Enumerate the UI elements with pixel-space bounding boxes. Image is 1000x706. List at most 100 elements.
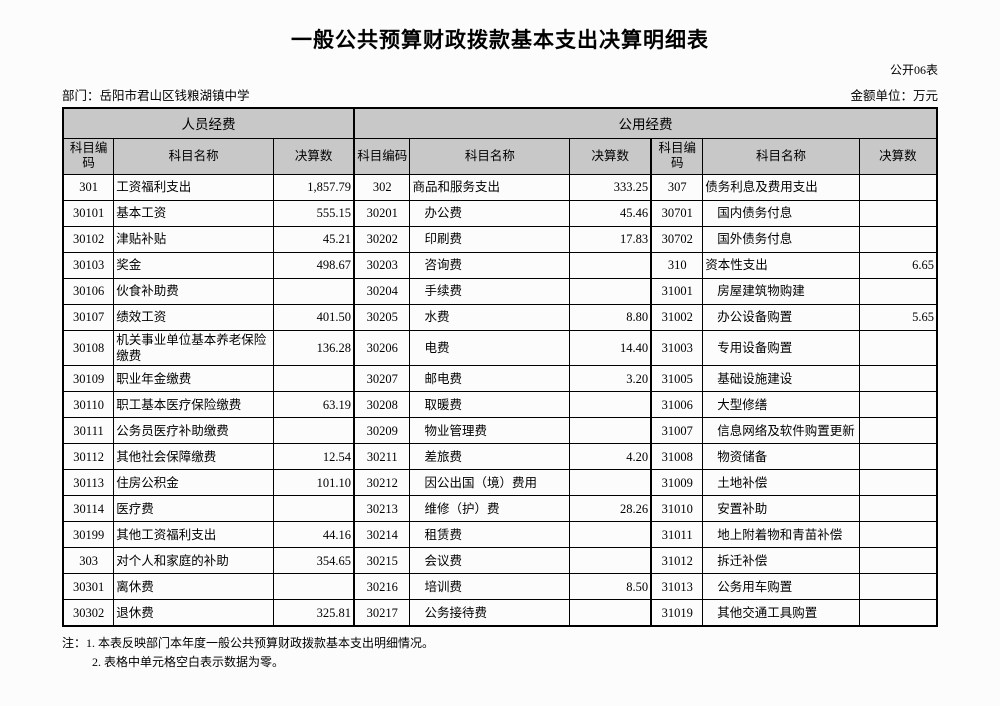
amount-cell: 136.28 <box>273 329 355 367</box>
subject-name-cell: 租赁费 <box>409 521 571 549</box>
amount-cell: 17.83 <box>569 225 652 253</box>
subject-code-cell: 30301 <box>62 573 115 601</box>
amount-cell <box>273 277 355 305</box>
amount-cell: 4.20 <box>569 443 652 471</box>
department-label: 部门：岳阳市君山区钱粮湖镇中学 <box>62 89 250 104</box>
amount-cell: 5.65 <box>858 303 938 331</box>
subject-code-cell: 30199 <box>62 521 115 549</box>
subject-code-cell: 30702 <box>650 225 704 253</box>
column-header-code: 科目编码 <box>62 137 115 175</box>
subject-name-cell: 咨询费 <box>409 251 571 279</box>
subject-code-cell: 30208 <box>353 391 411 419</box>
subject-code-cell: 30213 <box>353 495 411 523</box>
subject-name-cell: 国外债务付息 <box>702 225 860 253</box>
amount-cell <box>273 417 355 445</box>
amount-cell: 6.65 <box>858 251 938 279</box>
subject-name-cell: 手续费 <box>409 277 571 305</box>
subject-name-cell: 商品和服务支出 <box>409 173 571 201</box>
column-header-row: 科目编码 科目名称 决算数 科目编码 科目名称 决算数 科目编码 科目名称 决算… <box>62 137 938 175</box>
amount-cell: 498.67 <box>273 251 355 279</box>
meta-row: 部门：岳阳市君山区钱粮湖镇中学 金额单位：万元 <box>62 85 938 104</box>
subject-code-cell: 30302 <box>62 599 115 627</box>
amount-cell <box>858 521 938 549</box>
subject-name-cell: 会议费 <box>409 547 571 575</box>
subject-code-cell: 31006 <box>650 391 704 419</box>
subject-code-cell: 30101 <box>62 199 115 227</box>
subject-code-cell: 30217 <box>353 599 411 627</box>
amount-cell <box>569 547 652 575</box>
subject-code-cell: 302 <box>353 173 411 201</box>
subject-name-cell: 职工基本医疗保险缴费 <box>113 391 275 419</box>
amount-cell <box>858 173 938 201</box>
amount-cell: 325.81 <box>273 599 355 627</box>
amount-cell: 14.40 <box>569 329 652 367</box>
subject-name-cell: 办公设备购置 <box>702 303 860 331</box>
amount-cell <box>569 599 652 627</box>
page-title: 一般公共预算财政拨款基本支出决算明细表 <box>291 28 709 52</box>
subject-name-cell: 邮电费 <box>409 365 571 393</box>
subject-code-cell: 31019 <box>650 599 704 627</box>
subject-name-cell: 伙食补助费 <box>113 277 275 305</box>
subject-name-cell: 物资储备 <box>702 443 860 471</box>
subject-code-cell: 30207 <box>353 365 411 393</box>
amount-cell: 44.16 <box>273 521 355 549</box>
subject-code-cell: 310 <box>650 251 704 279</box>
table-row: 30302 退休费 325.81 30217 公务接待费 31019 其他交通工具购置 <box>62 599 938 627</box>
table-row: 301 工资福利支出 1,857.79 302 商品和服务支出 333.25 307 债务利息… <box>62 173 938 201</box>
amount-cell <box>569 417 652 445</box>
subject-code-cell: 30204 <box>353 277 411 305</box>
amount-cell: 333.25 <box>569 173 652 201</box>
table-row: 30199 其他工资福利支出 44.16 30214 租赁费 31011 地上附着物和青苗补… <box>62 521 938 549</box>
amount-cell <box>858 495 938 523</box>
table-row: 30112 其他社会保障缴费 12.54 30211 差旅费 4.20 31008 物资储备 <box>62 443 938 471</box>
subject-code-cell: 30205 <box>353 303 411 331</box>
subject-name-cell: 差旅费 <box>409 443 571 471</box>
table-row: 30114 医疗费 30213 维修（护）费 28.26 31010 安置补助 <box>62 495 938 523</box>
subject-name-cell: 印刷费 <box>409 225 571 253</box>
amount-cell <box>858 391 938 419</box>
amount-cell: 45.46 <box>569 199 652 227</box>
amount-cell <box>858 199 938 227</box>
subject-name-cell: 水费 <box>409 303 571 331</box>
column-header-amount: 决算数 <box>858 137 938 175</box>
column-header-code: 科目编码 <box>353 137 411 175</box>
amount-cell: 8.80 <box>569 303 652 331</box>
subject-name-cell: 公务用车购置 <box>702 573 860 601</box>
column-header-name: 科目名称 <box>702 137 860 175</box>
subject-name-cell: 土地补偿 <box>702 469 860 497</box>
subject-code-cell: 31002 <box>650 303 704 331</box>
subject-name-cell: 债务利息及费用支出 <box>702 173 860 201</box>
subject-code-cell: 31007 <box>650 417 704 445</box>
note-line-2: 2. 表格中单元格空白表示数据为零。 <box>92 654 285 669</box>
subject-name-cell: 退休费 <box>113 599 275 627</box>
expenditure-detail-table: 人员经费 公用经费 科目编码 科目名称 决算数 科目编码 科目名称 决算数 科目… <box>62 107 938 627</box>
subject-name-cell: 地上附着物和青苗补偿 <box>702 521 860 549</box>
subject-name-cell: 其他工资福利支出 <box>113 521 275 549</box>
subject-name-cell: 取暖费 <box>409 391 571 419</box>
amount-cell: 63.19 <box>273 391 355 419</box>
table-row: 30110 职工基本医疗保险缴费 63.19 30208 取暖费 31006 大型修缮 <box>62 391 938 419</box>
amount-cell <box>569 521 652 549</box>
table-row: 30103 奖金 498.67 30203 咨询费 310 资本性支出 6.65 <box>62 251 938 279</box>
subject-code-cell: 30107 <box>62 303 115 331</box>
column-header-amount: 决算数 <box>569 137 652 175</box>
subject-name-cell: 安置补助 <box>702 495 860 523</box>
subject-code-cell: 30106 <box>62 277 115 305</box>
amount-unit-label: 金额单位：万元 <box>850 89 938 104</box>
subject-name-cell: 电费 <box>409 329 571 367</box>
subject-name-cell: 办公费 <box>409 199 571 227</box>
subject-name-cell: 职业年金缴费 <box>113 365 275 393</box>
group-header-row: 人员经费 公用经费 <box>62 107 938 139</box>
subject-code-cell: 31011 <box>650 521 704 549</box>
column-header-name: 科目名称 <box>113 137 275 175</box>
subject-name-cell: 因公出国（境）费用 <box>409 469 571 497</box>
report-page: 一般公共预算财政拨款基本支出决算明细表 公开06表 部门：岳阳市君山区钱粮湖镇中… <box>62 28 938 671</box>
subject-name-cell: 国内债务付息 <box>702 199 860 227</box>
subject-name-cell: 维修（护）费 <box>409 495 571 523</box>
table-row: 30301 离休费 30216 培训费 8.50 31013 公务用车购置 <box>62 573 938 601</box>
amount-cell <box>569 277 652 305</box>
notes-block: 注：1. 本表反映部门本年度一般公共预算财政拨款基本支出明细情况。 2. 表格中… <box>62 634 938 671</box>
subject-code-cell: 30212 <box>353 469 411 497</box>
table-row: 303 对个人和家庭的补助 354.65 30215 会议费 31012 拆迁补偿 <box>62 547 938 575</box>
subject-code-cell: 30206 <box>353 329 411 367</box>
